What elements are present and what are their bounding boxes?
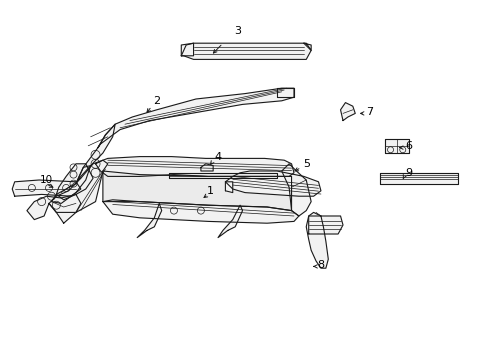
Polygon shape: [201, 164, 213, 171]
Polygon shape: [385, 139, 409, 153]
Polygon shape: [282, 164, 311, 216]
Polygon shape: [98, 88, 294, 148]
Polygon shape: [309, 216, 343, 234]
Polygon shape: [218, 205, 243, 238]
Polygon shape: [181, 43, 311, 59]
Polygon shape: [277, 88, 294, 97]
Polygon shape: [56, 164, 93, 200]
Polygon shape: [225, 182, 233, 193]
Polygon shape: [96, 157, 294, 176]
Polygon shape: [380, 173, 458, 184]
Text: 10: 10: [40, 175, 53, 185]
Text: 9: 9: [406, 168, 413, 178]
Polygon shape: [304, 43, 311, 50]
Polygon shape: [51, 166, 91, 203]
Polygon shape: [103, 171, 292, 211]
Polygon shape: [169, 173, 277, 178]
Polygon shape: [225, 171, 321, 196]
Polygon shape: [181, 43, 194, 56]
Text: 6: 6: [406, 141, 413, 151]
Polygon shape: [341, 103, 355, 121]
Polygon shape: [137, 203, 162, 238]
Text: 7: 7: [367, 107, 373, 117]
Polygon shape: [306, 212, 328, 268]
Polygon shape: [12, 180, 81, 196]
Polygon shape: [49, 160, 108, 223]
Text: 1: 1: [207, 186, 214, 196]
Text: 2: 2: [153, 96, 160, 106]
Text: 4: 4: [215, 152, 221, 162]
Polygon shape: [76, 124, 115, 184]
Polygon shape: [103, 200, 299, 223]
Polygon shape: [27, 194, 81, 220]
Text: 8: 8: [318, 260, 324, 270]
Text: 3: 3: [234, 26, 241, 36]
Text: 5: 5: [303, 159, 310, 169]
